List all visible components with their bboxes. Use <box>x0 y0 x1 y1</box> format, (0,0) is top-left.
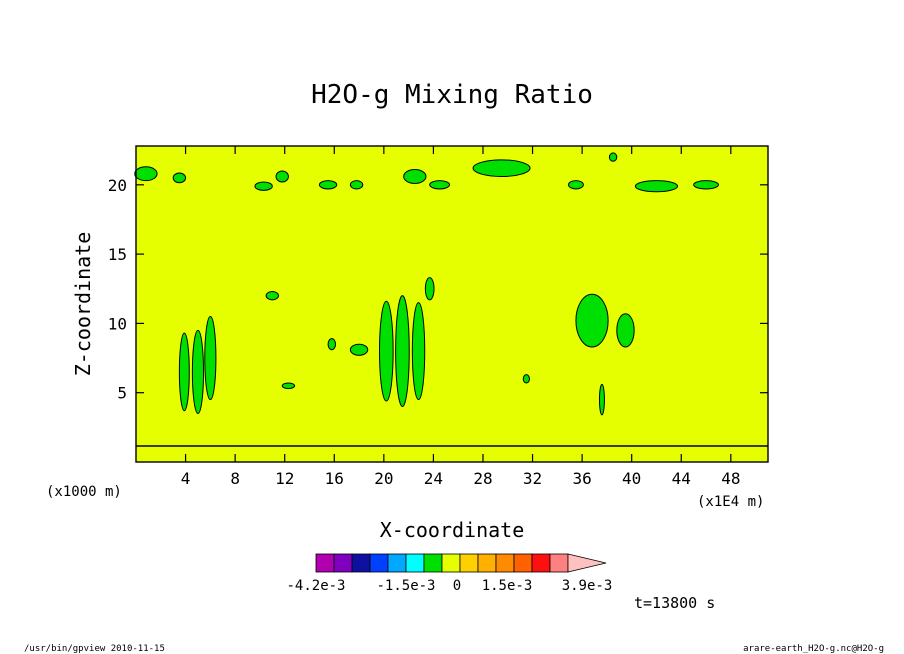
contour-region <box>693 180 719 190</box>
contour-region <box>472 159 531 177</box>
y-axis-label: Z-coordinate <box>71 232 95 377</box>
x-tick-label: 4 <box>181 469 191 488</box>
contour-region <box>265 291 280 301</box>
plot-background <box>136 146 768 462</box>
contour-region <box>349 180 364 190</box>
x-tick-label: 44 <box>672 469 691 488</box>
contour-region <box>349 343 369 356</box>
colorbar-swatch <box>441 553 461 573</box>
colorbar-swatch <box>459 553 479 573</box>
colorbar-label: -1.5e-3 <box>376 578 435 594</box>
x-axis-label: X-coordinate <box>380 518 525 542</box>
colorbar-label: -4.2e-3 <box>286 578 345 594</box>
contour-region <box>178 332 190 412</box>
plot-frame <box>135 145 769 463</box>
x-axis: 4 8 12 16 20 24 28 32 36 40 44 48 <box>181 146 740 488</box>
x-tick-label: 36 <box>572 469 591 488</box>
contour-region <box>567 180 584 190</box>
chart-title: H2O-g Mixing Ratio <box>311 80 593 110</box>
colorbar-label: 0 <box>453 578 461 594</box>
y-tick-label: 5 <box>117 384 127 403</box>
contour-region <box>379 300 394 402</box>
y-tick-label: 15 <box>108 245 127 264</box>
colorbar-swatch <box>423 553 443 573</box>
contour-region <box>522 374 530 384</box>
contour-region <box>575 293 609 348</box>
contour-region <box>424 277 435 301</box>
contour-region <box>191 329 205 414</box>
contour-region <box>395 295 410 408</box>
y-tick-label: 20 <box>108 176 127 195</box>
colorbar-swatch <box>513 553 533 573</box>
x-tick-label: 12 <box>275 469 294 488</box>
colorbar-swatch <box>333 553 353 573</box>
x-tick-label: 8 <box>230 469 240 488</box>
x-tick-label: 16 <box>325 469 344 488</box>
colorbar-swatch <box>549 553 569 573</box>
footer-right: arare-earth_H2O-g.nc@H2O-g <box>743 644 884 654</box>
colorbar-swatch <box>405 553 425 573</box>
contour-region <box>429 180 451 190</box>
time-label: t=13800 s <box>634 594 715 612</box>
colorbar <box>315 553 607 573</box>
contour-region <box>411 302 426 401</box>
y-axis: 5 10 15 20 <box>108 176 768 403</box>
colorbar-swatch <box>495 553 515 573</box>
contour-region <box>608 152 618 162</box>
y-tick-label: 10 <box>108 314 127 333</box>
contour-region <box>634 180 679 193</box>
contour-regions <box>134 152 719 416</box>
colorbar-swatch <box>477 553 497 573</box>
x-unit-left: (x1000 m) <box>46 484 122 500</box>
contour-region <box>318 180 338 190</box>
x-tick-label: 20 <box>374 469 393 488</box>
colorbar-labels: -4.2e-3 -1.5e-3 0 1.5e-3 3.9e-3 <box>286 578 612 594</box>
x-tick-label: 48 <box>721 469 740 488</box>
colorbar-label: 3.9e-3 <box>562 578 613 594</box>
contour-region <box>172 172 187 184</box>
colorbar-swatch <box>531 553 551 573</box>
x-tick-label: 40 <box>622 469 641 488</box>
colorbar-label: 1.5e-3 <box>482 578 533 594</box>
x-tick-label: 24 <box>424 469 443 488</box>
x-tick-label: 28 <box>473 469 492 488</box>
contour-region <box>254 181 273 191</box>
x-tick-label: 32 <box>523 469 542 488</box>
contour-region <box>281 382 296 390</box>
plot-area <box>134 145 769 463</box>
footer-left: /usr/bin/gpview 2010-11-15 <box>24 644 165 654</box>
colorbar-swatch <box>351 553 371 573</box>
contour-region <box>327 338 337 351</box>
colorbar-swatch <box>387 553 407 573</box>
colorbar-swatch <box>315 553 335 573</box>
x-unit-right: (x1E4 m) <box>697 494 764 510</box>
contour-region <box>598 383 605 416</box>
contour-region <box>275 170 289 183</box>
contour-region <box>204 315 217 401</box>
contour-region <box>134 166 158 182</box>
colorbar-arrow <box>567 553 607 573</box>
colorbar-swatch <box>369 553 389 573</box>
contour-region <box>616 313 635 348</box>
contour-region <box>403 169 427 184</box>
